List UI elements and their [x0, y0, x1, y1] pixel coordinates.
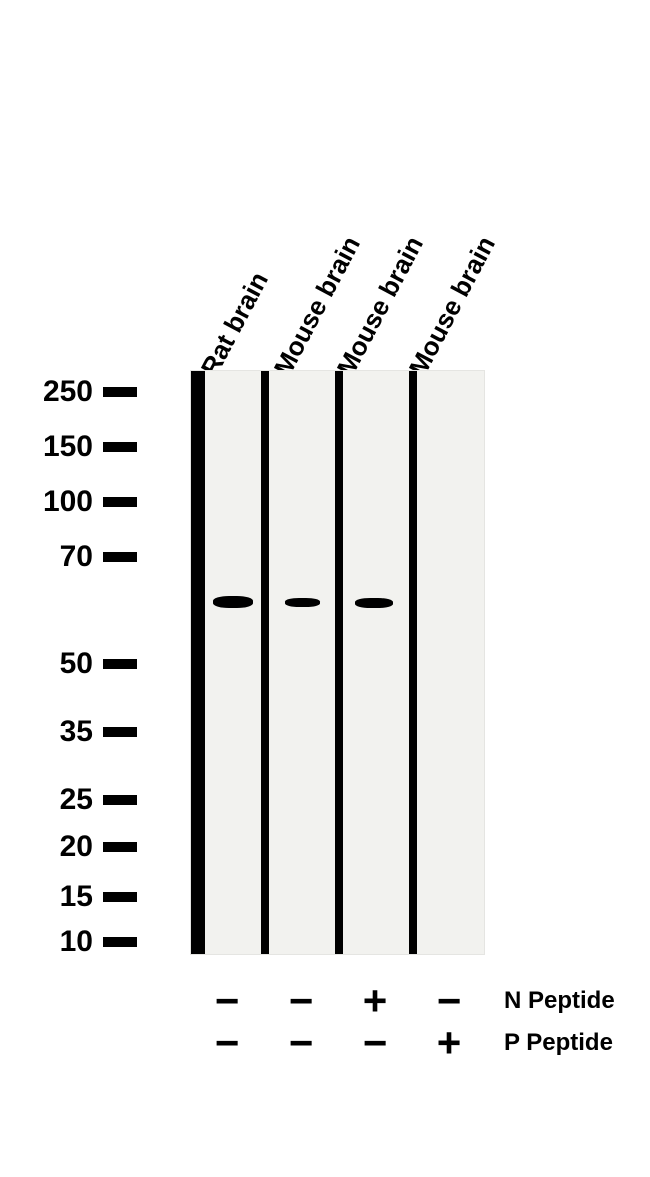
- minus-mark: −: [264, 1022, 338, 1064]
- mw-value: 10: [25, 925, 93, 959]
- plus-mark: +: [412, 1022, 486, 1064]
- mw-marker: 20: [25, 830, 137, 864]
- peptide-label: N Peptide: [504, 987, 615, 1015]
- mw-tick: [103, 497, 137, 507]
- mw-value: 35: [25, 715, 93, 749]
- protein-band: [355, 598, 393, 608]
- western-blot-figure: Rat brainMouse brainMouse brainMouse bra…: [0, 0, 650, 1177]
- mw-value: 250: [25, 375, 93, 409]
- mw-tick: [103, 937, 137, 947]
- mw-marker: 25: [25, 783, 137, 817]
- mw-tick: [103, 659, 137, 669]
- protein-band: [285, 598, 320, 607]
- mw-tick: [103, 892, 137, 902]
- peptide-row: −−+−N Peptide: [190, 980, 615, 1022]
- lane-separator: [261, 371, 269, 954]
- mw-marker: 250: [25, 375, 137, 409]
- mw-value: 70: [25, 540, 93, 574]
- mw-value: 15: [25, 880, 93, 914]
- mw-value: 100: [25, 485, 93, 519]
- lane-separator: [409, 371, 417, 954]
- peptide-label: P Peptide: [504, 1029, 613, 1057]
- mw-marker: 150: [25, 430, 137, 464]
- mw-tick: [103, 552, 137, 562]
- mw-value: 50: [25, 647, 93, 681]
- plus-mark: +: [338, 980, 412, 1022]
- mw-tick: [103, 727, 137, 737]
- mw-marker: 35: [25, 715, 137, 749]
- mw-tick: [103, 442, 137, 452]
- mw-marker: 15: [25, 880, 137, 914]
- blot-left-edge: [191, 371, 205, 954]
- mw-marker: 100: [25, 485, 137, 519]
- mw-tick: [103, 387, 137, 397]
- peptide-row: −−−+P Peptide: [190, 1022, 613, 1064]
- blot-membrane: [190, 370, 485, 955]
- minus-mark: −: [190, 980, 264, 1022]
- mw-value: 150: [25, 430, 93, 464]
- protein-band: [213, 596, 253, 608]
- lane-label: Rat brain: [195, 267, 275, 381]
- mw-value: 20: [25, 830, 93, 864]
- mw-marker: 10: [25, 925, 137, 959]
- mw-marker: 70: [25, 540, 137, 574]
- mw-tick: [103, 795, 137, 805]
- minus-mark: −: [190, 1022, 264, 1064]
- minus-mark: −: [412, 980, 486, 1022]
- mw-tick: [103, 842, 137, 852]
- mw-value: 25: [25, 783, 93, 817]
- lane-separator: [335, 371, 343, 954]
- minus-mark: −: [338, 1022, 412, 1064]
- minus-mark: −: [264, 980, 338, 1022]
- mw-marker: 50: [25, 647, 137, 681]
